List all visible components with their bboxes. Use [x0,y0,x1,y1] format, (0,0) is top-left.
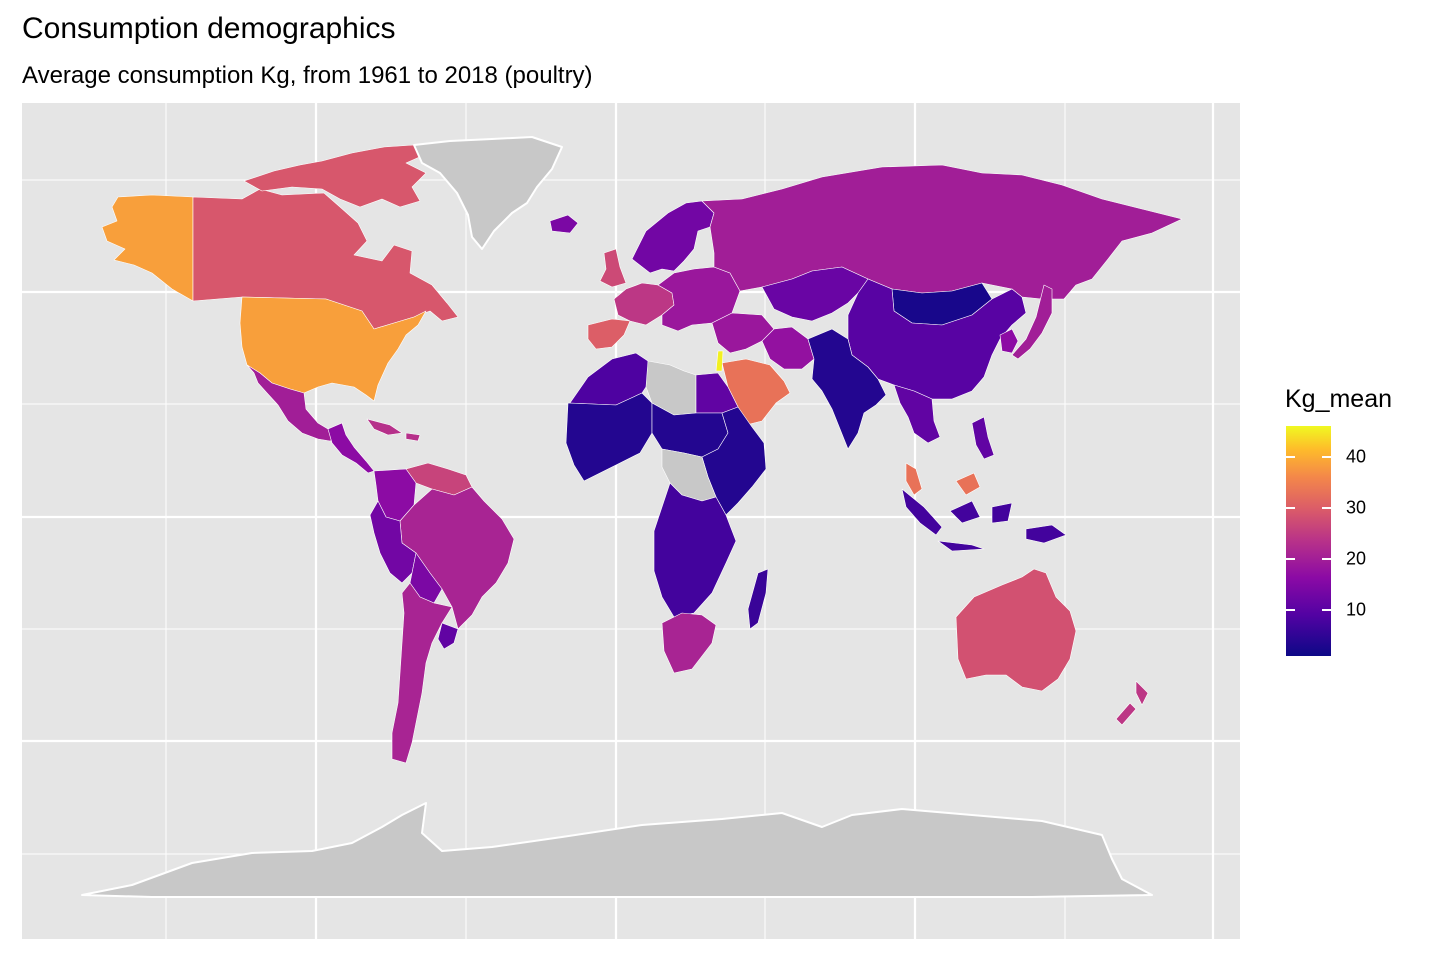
legend-tick-mark [1322,609,1331,611]
legend-tick-mark [1322,557,1331,560]
chart-title: Consumption demographics [22,12,396,45]
countries [81,136,1183,898]
legend-tick-label: 10 [1346,599,1367,620]
region-argentina [391,582,453,764]
legend-tick-mark [1286,506,1295,509]
region-south-asia [807,328,887,450]
legend-tick-label: 40 [1346,446,1367,467]
legend-tick-label: 20 [1346,548,1367,569]
legend-tick-mark [1322,506,1331,509]
region-new-zealand [1115,680,1149,726]
region-caribbean [366,418,421,442]
region-australia [955,568,1077,692]
region-east-africa [701,406,767,516]
region-southeast-asia [893,384,941,444]
region-iceland [549,214,579,234]
region-israel [715,350,724,372]
region-indonesia [901,488,1067,552]
region-peru [369,500,417,584]
region-scandinavia [631,200,715,274]
region-antarctica [81,802,1153,898]
region-south-africa [661,612,717,674]
region-greenland [413,136,563,250]
region-iberia [587,318,631,350]
region-malaysia [905,462,981,496]
legend-tick-mark [1322,455,1331,458]
region-madagascar [747,568,769,630]
legend-tick-mark [1286,557,1295,560]
legend-tick-mark [1286,455,1295,458]
region-arctic-islands [243,144,427,208]
legend-colorbar [1286,426,1331,656]
chart-subtitle: Average consumption Kg, from 1961 to 201… [22,62,593,89]
region-uruguay [437,622,459,650]
region-japan [1011,284,1053,360]
legend-tick-label: 30 [1346,497,1367,518]
legend-title: Kg_mean [1285,385,1393,413]
region-philippines [971,416,995,460]
map-panel [22,103,1240,939]
legend-tick-mark [1286,609,1295,611]
region-kazakhstan [761,266,869,322]
region-uk [599,248,627,288]
region-west-africa [565,392,653,482]
region-southern-africa [653,482,737,618]
region-korea [999,328,1019,354]
